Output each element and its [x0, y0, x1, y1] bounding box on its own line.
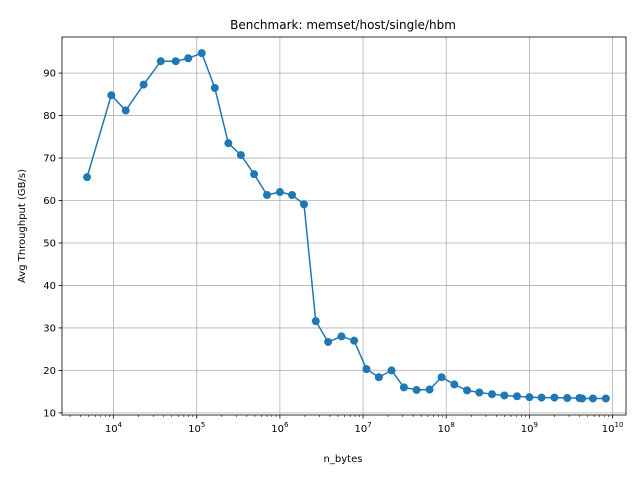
- y-tick-label: 60: [43, 196, 56, 207]
- y-tick-label: 10: [43, 408, 56, 419]
- plot-frame: [61, 36, 627, 416]
- data-point: [263, 191, 272, 199]
- x-tick-label: 1010: [602, 421, 624, 435]
- data-series: [83, 49, 610, 403]
- x-tick-label: 109: [521, 421, 538, 435]
- data-point: [184, 54, 193, 63]
- data-point: [588, 394, 597, 403]
- grid: [62, 37, 626, 415]
- y-tick-label: 80: [43, 111, 56, 122]
- x-tick-label: 108: [438, 421, 455, 435]
- data-point: [475, 388, 484, 397]
- data-point: [578, 394, 587, 403]
- data-point: [324, 337, 333, 346]
- data-point: [513, 392, 522, 401]
- data-point: [300, 200, 309, 209]
- data-point: [563, 394, 572, 403]
- data-point: [399, 383, 408, 392]
- x-tick-label: 105: [188, 421, 205, 435]
- data-point: [374, 373, 383, 382]
- data-point: [450, 380, 459, 389]
- chart-title: Benchmark: memset/host/single/hbm: [230, 18, 456, 32]
- x-tick-label: 104: [105, 421, 123, 435]
- data-point: [236, 151, 245, 160]
- y-tick-label: 50: [43, 238, 56, 249]
- data-point: [488, 390, 496, 399]
- y-axis-ticks: 10 20 30 40 50 60 70 80 90: [43, 69, 62, 419]
- x-axis-ticks: 104 105 106 107 108 109 1010: [69, 415, 624, 435]
- data-point: [156, 57, 165, 66]
- data-point: [121, 106, 130, 115]
- data-point: [107, 91, 116, 100]
- data-point: [525, 393, 534, 402]
- data-point: [437, 373, 446, 382]
- y-tick-label: 40: [43, 281, 56, 292]
- y-tick-label: 90: [43, 69, 56, 80]
- data-point: [250, 170, 259, 179]
- data-point: [337, 332, 346, 341]
- x-tick-label: 106: [271, 421, 289, 435]
- data-point: [171, 57, 180, 66]
- data-point: [224, 139, 233, 148]
- y-tick-label: 20: [43, 366, 56, 377]
- data-point: [550, 393, 559, 402]
- data-point: [139, 80, 148, 89]
- data-point: [350, 336, 359, 345]
- x-tick-label: 107: [354, 421, 371, 435]
- y-tick-label: 30: [43, 323, 56, 334]
- data-point: [601, 394, 610, 403]
- y-tick-label: 70: [43, 154, 56, 165]
- data-point: [463, 386, 472, 395]
- data-point: [412, 385, 421, 394]
- data-point: [500, 391, 509, 400]
- data-point: [311, 317, 320, 326]
- data-point: [83, 173, 92, 182]
- data-point: [537, 393, 546, 402]
- data-point: [362, 365, 371, 374]
- data-point: [425, 385, 434, 394]
- y-axis-label: Avg Throughput (GB/s): [17, 169, 28, 283]
- data-point: [275, 188, 284, 197]
- data-point: [288, 191, 297, 199]
- data-point: [210, 83, 219, 92]
- x-axis-label: n_bytes: [324, 454, 363, 465]
- data-point: [387, 366, 396, 375]
- data-point: [197, 49, 206, 58]
